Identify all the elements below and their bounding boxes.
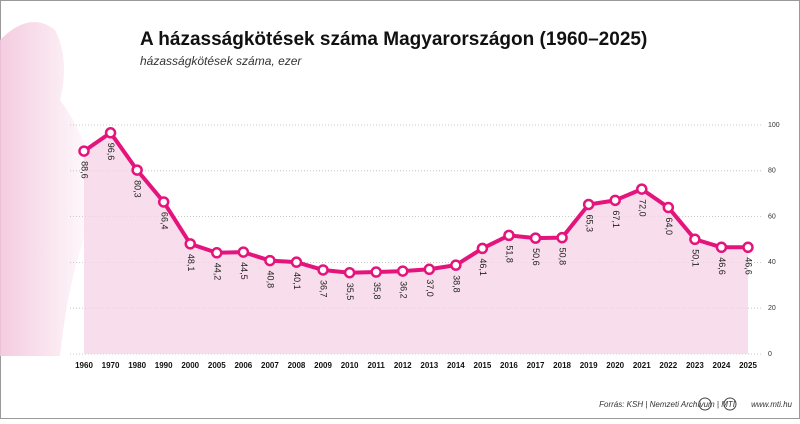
x-tick-label: 2012 [394, 361, 412, 370]
x-tick-label: 2018 [553, 361, 571, 370]
marker [131, 164, 143, 176]
value-label: 40,8 [266, 271, 276, 289]
x-tick-label: 2024 [713, 361, 731, 370]
x-tick-label: 1980 [128, 361, 146, 370]
x-tick-label: 1990 [155, 361, 173, 370]
marker [104, 127, 117, 139]
x-tick-label: 2015 [474, 361, 492, 370]
x-tick-label: 2008 [288, 361, 306, 370]
marker [396, 265, 409, 277]
marker [184, 238, 196, 250]
value-label: 36,7 [319, 280, 329, 298]
marker [636, 183, 648, 195]
icon [723, 397, 737, 411]
marker [742, 241, 754, 254]
chart-title: A házasságkötések száma Magyarországon (… [140, 29, 647, 50]
chart-subtitle: házasságkötések száma, ezer [140, 54, 302, 68]
website: www.mti.hu [751, 400, 792, 409]
value-label: 50,6 [531, 248, 541, 266]
marker [237, 246, 250, 258]
x-tick-label: 2020 [606, 361, 624, 370]
value-label: 35,8 [372, 282, 382, 300]
value-label: 46,1 [478, 258, 488, 276]
marker [264, 254, 276, 267]
value-label: 65,3 [584, 214, 594, 232]
x-tick-label: 2023 [686, 361, 704, 370]
marker [556, 231, 568, 244]
value-label: 64,0 [664, 217, 674, 235]
value-label: 44,2 [212, 263, 222, 281]
marker [529, 232, 542, 244]
x-tick-label: 2016 [500, 361, 518, 370]
marker [476, 242, 489, 255]
value-label: 50,8 [558, 248, 568, 266]
value-label: 37,0 [425, 279, 435, 297]
x-tick-label: 2025 [739, 361, 757, 370]
marker [582, 198, 595, 211]
marker [450, 259, 462, 271]
value-label: 80,3 [133, 180, 143, 198]
value-label: 72,0 [637, 199, 647, 217]
x-tick-label: 2017 [527, 361, 545, 370]
marker [211, 247, 223, 259]
marker [503, 229, 515, 242]
marker [609, 194, 621, 207]
y-tick-label: 80 [768, 168, 776, 175]
x-tick-label: 2010 [341, 361, 359, 370]
marker [78, 145, 90, 157]
y-tick-label: 60 [768, 213, 776, 220]
value-label: 50,1 [691, 249, 701, 267]
value-label: 48,1 [186, 254, 196, 272]
x-tick-label: 2005 [208, 361, 226, 370]
value-label: 51,8 [505, 245, 515, 263]
y-tick-label: 40 [768, 259, 776, 266]
value-label: 67,1 [611, 210, 621, 228]
x-tick-label: 2007 [261, 361, 279, 370]
value-label: 38,8 [451, 275, 461, 293]
x-tick-label: 1970 [102, 361, 120, 370]
area [84, 132, 748, 354]
marker [317, 264, 329, 276]
x-tick-label: 2011 [367, 361, 385, 370]
y-tick-label: 20 [768, 305, 776, 312]
marker [157, 196, 170, 208]
source: Forrás: KSH | Nemzeti Archívum | MTI [599, 400, 736, 409]
marker [343, 266, 356, 279]
value-label: 36,2 [398, 281, 408, 299]
x-tick-label: 2006 [234, 361, 252, 370]
x-tick-label: 2009 [314, 361, 332, 370]
marker [689, 233, 701, 246]
marker [290, 256, 303, 268]
marker [423, 263, 436, 276]
x-tick-label: 2013 [420, 361, 438, 370]
x-tick-label: 2021 [633, 361, 651, 370]
x-tick-label: 2019 [580, 361, 598, 370]
x-tick-label: 2022 [659, 361, 677, 370]
value-label: 46,6 [717, 257, 727, 275]
marker [662, 201, 675, 214]
x-tick-label: 2014 [447, 361, 465, 370]
value-label: 66,4 [159, 212, 169, 230]
y-tick-label: 100 [768, 122, 780, 129]
decoration [0, 22, 100, 356]
x-tick-label: 2000 [181, 361, 199, 370]
x-tick-label: 1960 [75, 361, 93, 370]
value-label: 44,5 [239, 262, 249, 280]
y-tick-label: 0 [768, 351, 772, 358]
value-label: 46,6 [744, 257, 754, 275]
icon [698, 397, 712, 411]
marker [715, 241, 728, 254]
value-label: 96,6 [106, 143, 116, 161]
marker [370, 266, 382, 278]
value-label: 88,6 [80, 161, 90, 179]
value-label: 35,5 [345, 283, 355, 301]
value-label: 40,1 [292, 272, 302, 290]
